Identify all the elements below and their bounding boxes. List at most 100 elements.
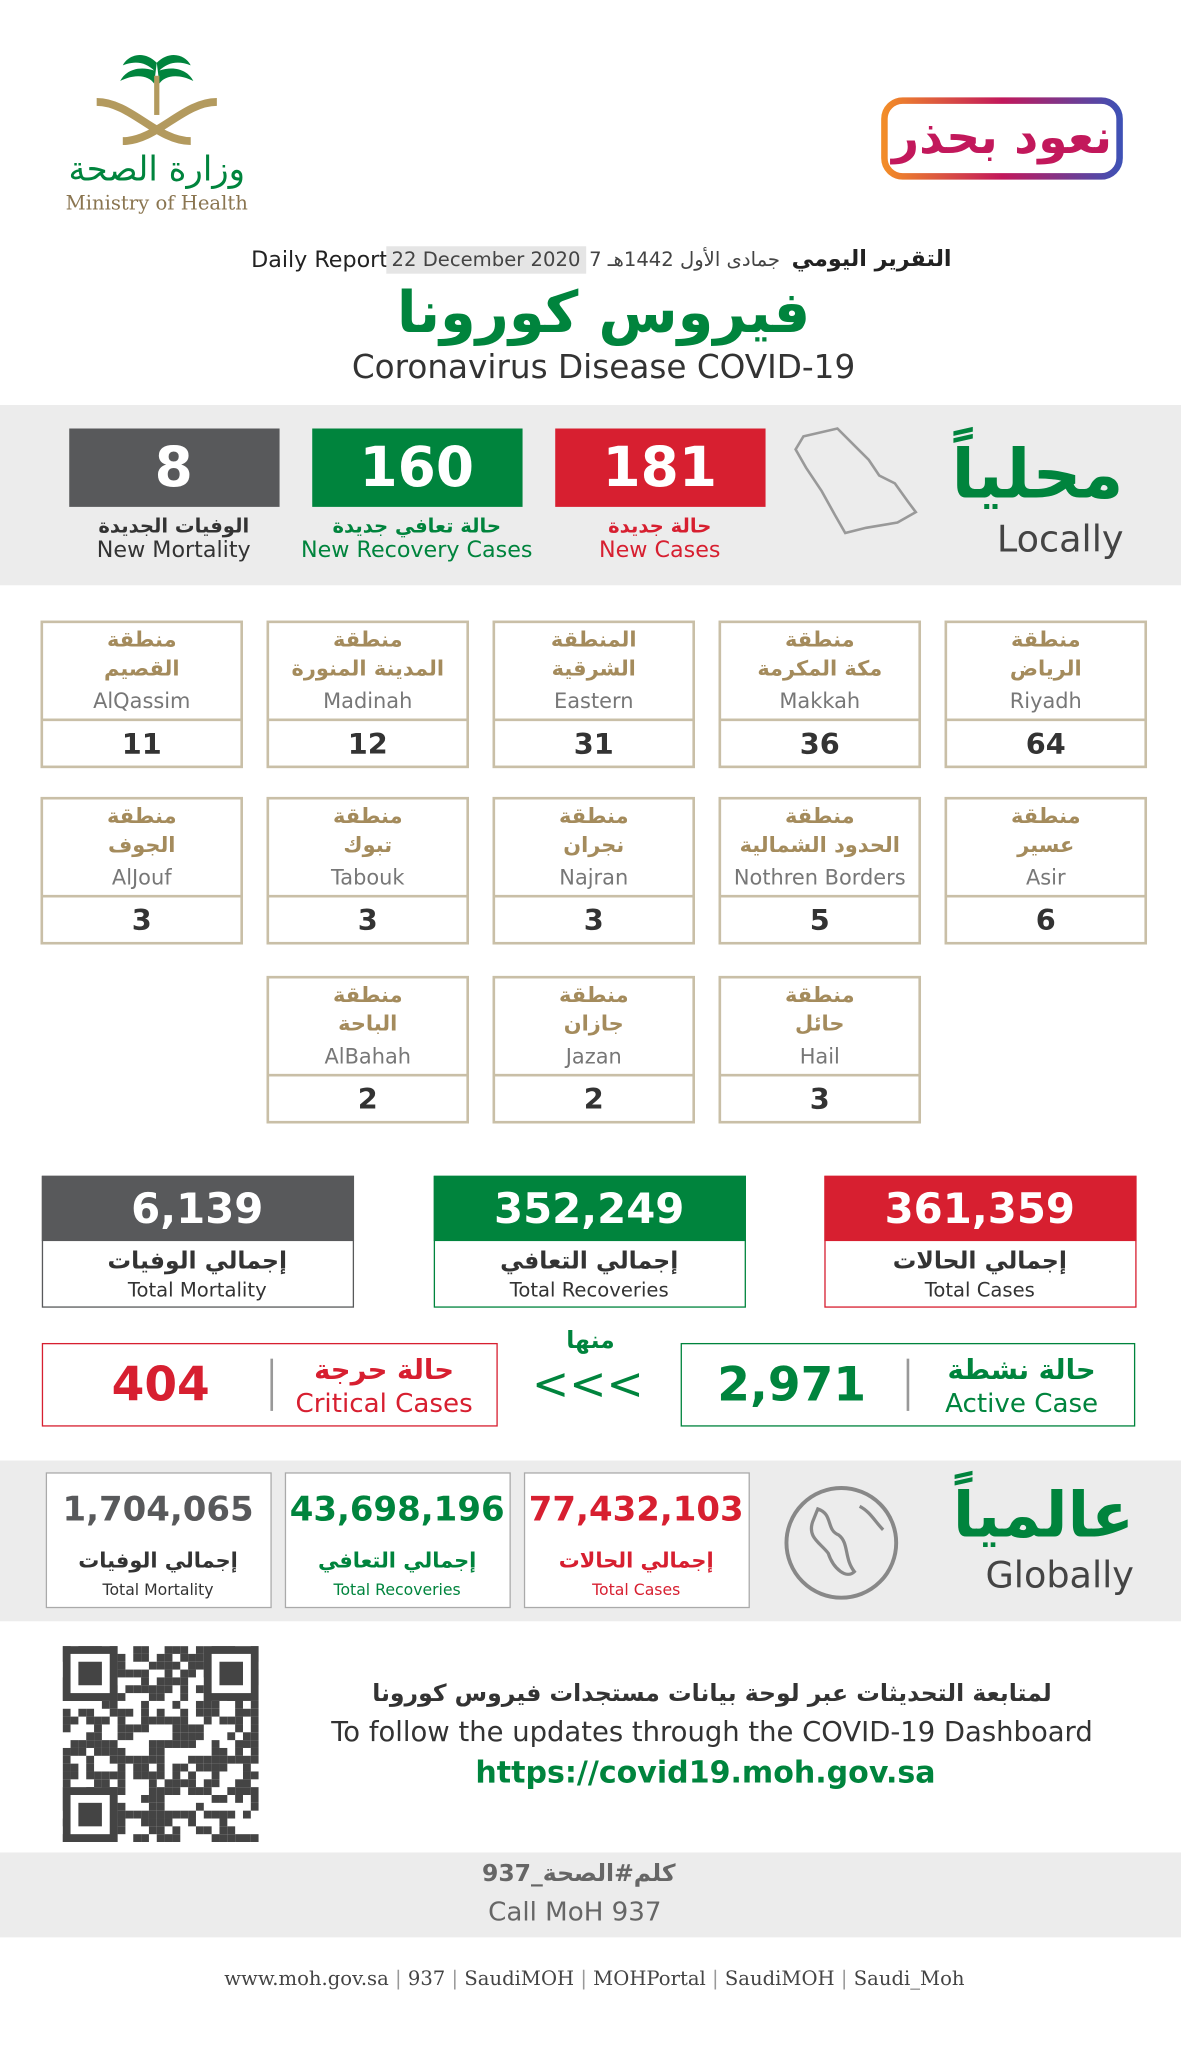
- region-name-ar: حائل: [795, 1011, 845, 1036]
- region-name-en: AlBahah: [324, 1043, 412, 1069]
- locally-title-en: Locally: [996, 517, 1124, 561]
- total-head: [824, 1175, 1137, 1242]
- total-value: 6,139: [131, 1183, 264, 1234]
- separator: |: [705, 1966, 725, 1991]
- region-name-en: Madinah: [323, 688, 413, 714]
- separator: |: [445, 1966, 465, 1991]
- active-box: [680, 1342, 1136, 1427]
- total-value: 361,359: [884, 1183, 1076, 1234]
- region-name-ar: الباحة: [338, 1011, 398, 1036]
- region-divider: [718, 1073, 922, 1077]
- region-prefix: منطقة: [784, 627, 855, 652]
- dashboard-text-ar: لمتابعة التحديثات عبر لوحة بيانات مستجدا…: [372, 1680, 1052, 1708]
- region-divider: [266, 1073, 469, 1077]
- stat-value: 8: [154, 435, 193, 500]
- region-value: 3: [131, 905, 152, 938]
- stat-label-ar: الوفيات الجديدة: [98, 514, 250, 538]
- region-box: [266, 796, 469, 945]
- globally-title-en: Globally: [985, 1553, 1134, 1597]
- separator: |: [388, 1966, 408, 1991]
- region-name-en: Makkah: [779, 688, 861, 714]
- locally-title-ar: محلياً: [951, 436, 1124, 515]
- stat-label-en: New Cases: [599, 537, 721, 564]
- region-name-en: Riyadh: [1009, 688, 1082, 714]
- stat-box: [555, 428, 766, 507]
- region-prefix: منطقة: [332, 803, 403, 829]
- region-value: 2: [583, 1084, 604, 1117]
- region-name-en: Nothren Borders: [733, 864, 906, 890]
- of-which-label: منها: [566, 1327, 615, 1355]
- region-prefix: منطقة: [558, 803, 629, 829]
- logo-name-en: Ministry of Health: [65, 191, 248, 215]
- region-divider: [944, 894, 1148, 898]
- region-name-ar: تبوك: [343, 832, 393, 857]
- region-box: [944, 796, 1148, 945]
- social-item: Saudi_Moh: [853, 1966, 965, 1991]
- active-label-ar: حالة نشطة: [947, 1354, 1096, 1386]
- region-value: 36: [799, 728, 840, 762]
- report-en: Daily Report: [251, 247, 389, 274]
- total-label-ar: إجمالي الحالات: [892, 1247, 1067, 1276]
- region-divider: [718, 894, 922, 898]
- dashboard-text-en: To follow the updates through the COVID-…: [331, 1715, 1093, 1748]
- total-label-en: Total Mortality: [127, 1278, 267, 1302]
- stat-label-en: New Recovery Cases: [301, 537, 533, 564]
- region-prefix: منطقة: [106, 627, 177, 652]
- separator: |: [834, 1966, 854, 1991]
- global-value: 1,704,065: [62, 1490, 254, 1530]
- region-box: [492, 620, 696, 769]
- region-box: [40, 796, 243, 945]
- region-divider: [492, 894, 696, 898]
- stat-box: [312, 428, 523, 507]
- globe-icon: [784, 1486, 899, 1600]
- region-name-ar: المدينة المنورة: [291, 655, 444, 681]
- region-box: [266, 620, 469, 769]
- region-box: [944, 620, 1148, 769]
- qr-code: [62, 1646, 259, 1843]
- region-name-en: Eastern: [554, 688, 634, 714]
- region-value: 3: [583, 905, 604, 938]
- of-which-arrows: <<<: [532, 1358, 644, 1411]
- region-name-ar: الرياض: [1009, 655, 1082, 681]
- region-prefix: منطقة: [558, 982, 629, 1008]
- global-box: [45, 1472, 272, 1609]
- region-prefix: منطقة: [1010, 803, 1081, 829]
- region-prefix: منطقة: [784, 982, 855, 1008]
- social-item: www.moh.gov.sa: [224, 1966, 389, 1991]
- saudi-map: [794, 427, 918, 535]
- title-ar: فيروس كورونا: [396, 279, 811, 347]
- report-date-hijri: 7 جمادى الأول 1442هـ: [589, 247, 781, 272]
- region-divider: [40, 718, 243, 722]
- badge-frame: [881, 97, 1123, 180]
- region-prefix: المنطقة: [550, 627, 637, 652]
- region-divider: [492, 718, 696, 722]
- region-name-ar: الشرقية: [551, 655, 636, 681]
- globally-title-ar: عالمياً: [952, 1478, 1134, 1553]
- region-name-ar: مكة المكرمة: [757, 655, 883, 681]
- region-box: [492, 975, 696, 1124]
- stat-label-ar: حالة جديدة: [608, 514, 712, 538]
- call-text-ar: كلم#الصحة_937: [481, 1860, 676, 1888]
- region-name-en: Tabouk: [330, 864, 405, 890]
- stat-label-en: New Mortality: [96, 537, 251, 564]
- region-divider: [266, 718, 469, 722]
- region-value: 3: [357, 905, 378, 938]
- region-name-ar: الحدود الشمالية: [739, 832, 900, 857]
- global-label-en: Total Cases: [592, 1580, 681, 1600]
- region-name-ar: الجوف: [108, 832, 176, 857]
- region-value: 64: [1025, 728, 1066, 762]
- social-row: www.moh.gov.sa | 937 | SaudiMOH | MOHPor…: [224, 1969, 964, 1989]
- global-label-ar: إجمالي التعافي: [317, 1548, 477, 1573]
- active-label-en: Active Case: [945, 1387, 1099, 1419]
- region-value: 11: [121, 728, 162, 762]
- region-prefix: منطقة: [1010, 627, 1081, 652]
- logo-emblem: [96, 54, 218, 146]
- region-prefix: منطقة: [784, 803, 855, 829]
- total-label-ar: إجمالي التعافي: [500, 1247, 679, 1276]
- call-band: [0, 1852, 1181, 1938]
- region-prefix: منطقة: [106, 803, 177, 829]
- global-label-en: Total Mortality: [102, 1580, 214, 1600]
- separator: |: [574, 1966, 594, 1991]
- region-box: [718, 975, 922, 1124]
